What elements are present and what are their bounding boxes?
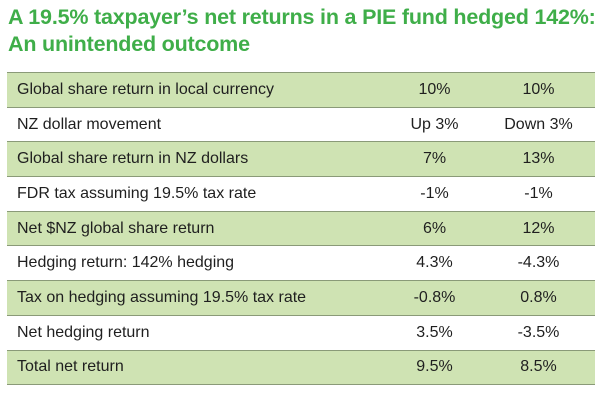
- row-label: Global share return in NZ dollars: [17, 150, 249, 168]
- table-row: FDR tax assuming 19.5% tax rate -1% -1%: [7, 177, 595, 212]
- scenario-down-value: 13%: [522, 150, 555, 168]
- table-row: NZ dollar movement Up 3% Down 3%: [7, 107, 595, 143]
- row-label: Hedging return: 142% hedging: [17, 254, 235, 272]
- returns-table: Global share return in local currency 10…: [7, 72, 595, 386]
- row-label: Net hedging return: [17, 323, 150, 341]
- row-label: Global share return in local currency: [17, 80, 275, 98]
- scenario-up-value: 7%: [422, 150, 447, 168]
- scenario-down-value: 10%: [522, 80, 555, 98]
- scenario-up-value: 4.3%: [416, 254, 453, 272]
- table-row: Net $NZ global share return 6% 12%: [7, 211, 595, 247]
- page-title: A 19.5% taxpayer’s net returns in a PIE …: [8, 5, 596, 56]
- scenario-up-value: Up 3%: [410, 115, 459, 133]
- table-row: Global share return in local currency 10…: [7, 73, 595, 108]
- row-label: Net $NZ global share return: [17, 219, 215, 237]
- row-label: FDR tax assuming 19.5% tax rate: [17, 184, 257, 202]
- scenario-down-value: 8.5%: [520, 358, 557, 376]
- scenario-up-value: -1%: [420, 184, 449, 202]
- table-row: Hedging return: 142% hedging 4.3% -4.3%: [7, 246, 595, 282]
- row-label: Tax on hedging assuming 19.5% tax rate: [17, 288, 307, 306]
- table-row: Net hedging return 3.5% -3.5%: [7, 315, 595, 351]
- scenario-down-value: Down 3%: [504, 115, 573, 133]
- row-label: Total net return: [17, 358, 124, 376]
- scenario-up-value: 6%: [422, 219, 447, 237]
- scenario-up-value: -0.8%: [413, 288, 456, 306]
- scenario-down-value: 12%: [522, 219, 555, 237]
- table-row: Total net return 9.5% 8.5%: [7, 350, 595, 386]
- scenario-down-value: -4.3%: [517, 254, 560, 272]
- scenario-down-value: -1%: [524, 184, 553, 202]
- table-row: Tax on hedging assuming 19.5% tax rate -…: [7, 281, 595, 316]
- scenario-down-value: 0.8%: [520, 288, 557, 306]
- table-row: Global share return in NZ dollars 7% 13%: [7, 142, 595, 178]
- scenario-up-value: 9.5%: [416, 358, 453, 376]
- row-label: NZ dollar movement: [17, 115, 162, 133]
- scenario-down-value: -3.5%: [517, 323, 560, 341]
- scenario-up-value: 3.5%: [416, 323, 453, 341]
- scenario-up-value: 10%: [418, 80, 451, 98]
